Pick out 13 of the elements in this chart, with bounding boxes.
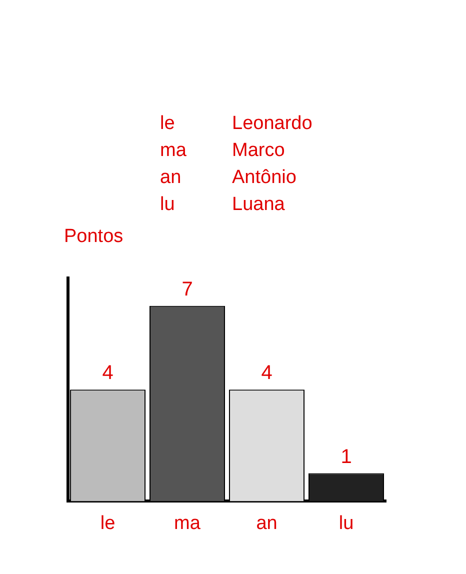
data-label: 4 xyxy=(102,362,114,384)
text: lu Luana xyxy=(160,194,285,215)
text: ma Marco xyxy=(160,140,285,161)
text: le Leonardo xyxy=(160,113,312,134)
data-label: 7 xyxy=(182,278,193,300)
y-axis-title: Pontos xyxy=(64,226,124,248)
x-tick-label: an xyxy=(256,512,278,534)
x-tick-label: le xyxy=(100,512,116,534)
data-label: 1 xyxy=(340,446,352,468)
x-tick-label: lu xyxy=(338,512,354,534)
text: an Antônio xyxy=(160,167,296,188)
data-label: 4 xyxy=(261,362,272,384)
x-tick-label: ma xyxy=(174,512,201,534)
